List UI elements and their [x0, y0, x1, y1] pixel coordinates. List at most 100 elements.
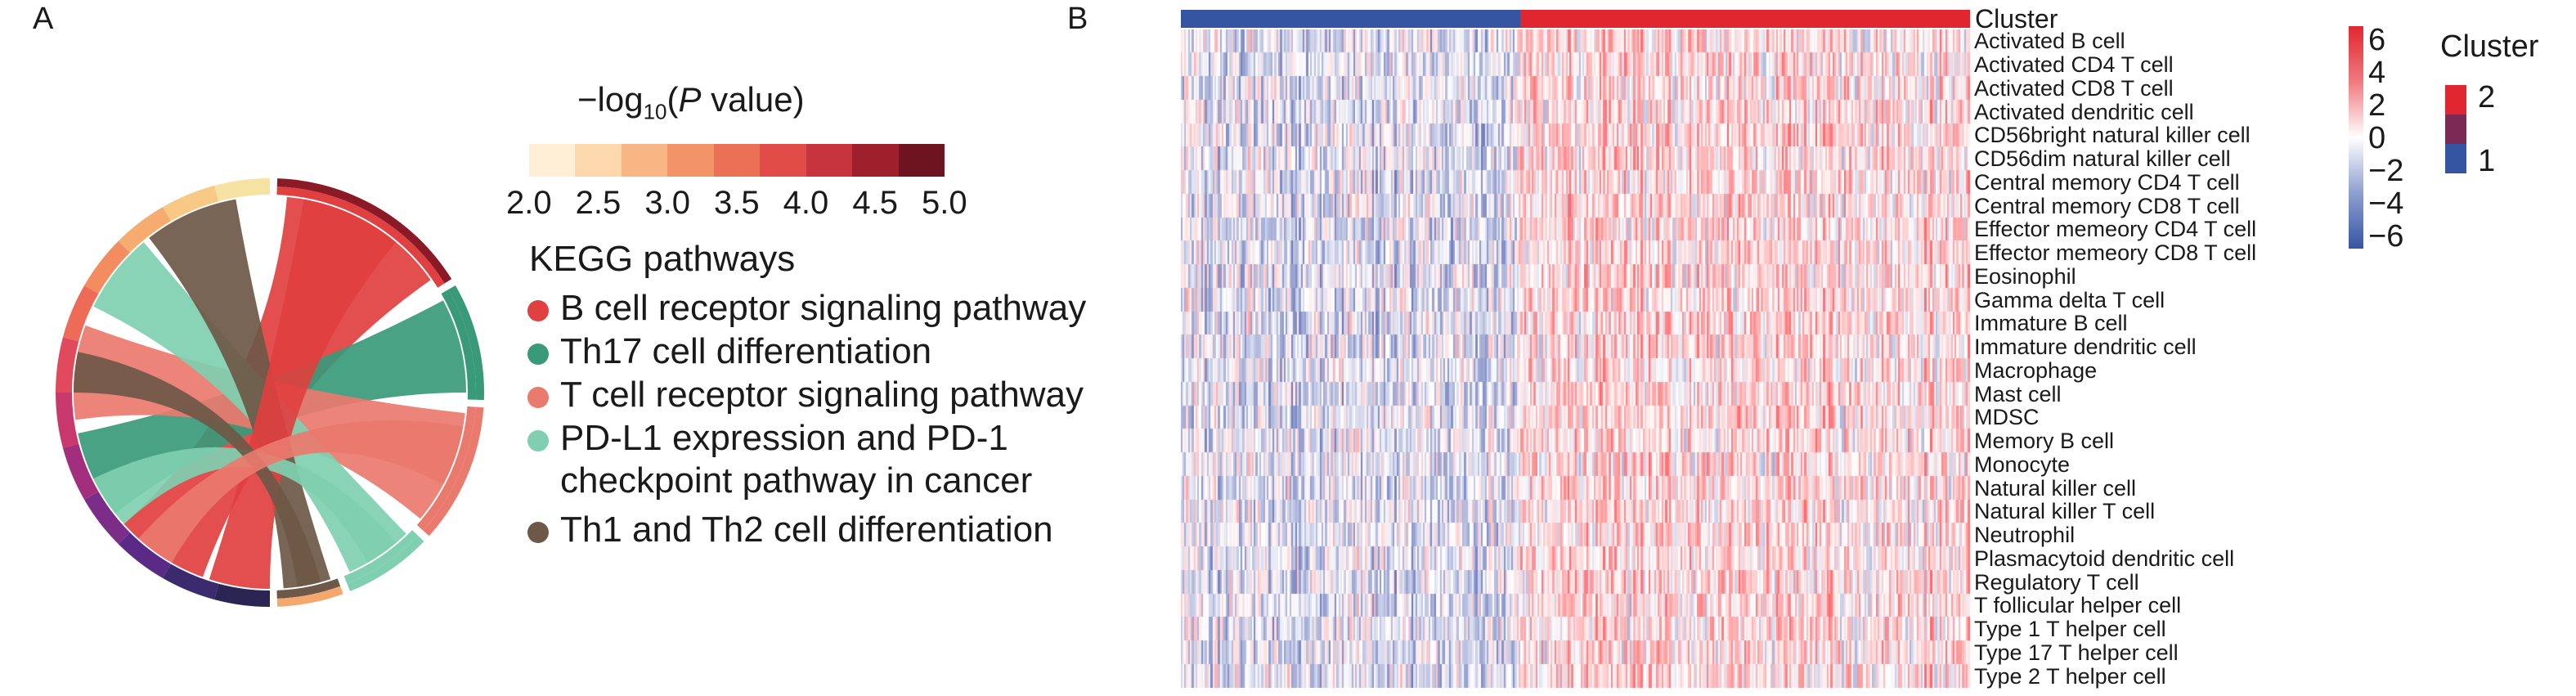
pvalue-tick-label: 3.5: [714, 185, 760, 221]
gene-arc-segment: [163, 185, 219, 222]
heatmap-row-label: Monocyte: [1974, 451, 2071, 477]
legend-dot-icon: [527, 344, 549, 365]
cluster-bar-label: Cluster: [1975, 4, 2058, 34]
pvalue-legend-title: −log10(P value): [577, 80, 805, 124]
scale-tick-label: 0: [2368, 121, 2386, 155]
legend-dot-icon: [527, 387, 549, 408]
cluster-1-segment: [1181, 10, 1520, 28]
heatmap-row-label: CD56bright natural killer cell: [1974, 123, 2251, 148]
chord-ribbon: [74, 352, 321, 587]
legend-dot-icon: [527, 430, 549, 451]
kegg-item-th17: Th17 cell differentiation: [527, 330, 931, 374]
cluster-legend-swatch-mid: [2445, 115, 2466, 144]
pathway-sector: [343, 530, 419, 584]
gene-arc-segment: [118, 532, 171, 578]
heatmap-row-label: MDSC: [1974, 405, 2040, 430]
gene-arc-segment: [62, 443, 99, 500]
panel-a-label: A: [33, 2, 54, 36]
cluster-2-segment: [1519, 10, 1970, 28]
colorbar-segment: [575, 144, 622, 177]
scale-tick-label: 2: [2368, 88, 2386, 123]
pvalue-colorbar-ticks: 2.0 2.5 3.0 3.5 4.0 4.5 5.0: [505, 185, 980, 226]
cluster-legend-title: Cluster: [2440, 29, 2539, 64]
scale-tick-label: 6: [2368, 23, 2386, 57]
colorbar-segment: [898, 144, 945, 177]
legend-dot-icon: [527, 522, 549, 543]
pvalue-tick-label: 4.5: [852, 185, 898, 221]
kegg-item-th1th2: Th1 and Th2 cell differentiation: [527, 508, 1053, 552]
heatmap-row-label: Plasmacytoid dendritic cell: [1974, 546, 2235, 571]
cluster-legend-swatch-1: [2445, 144, 2466, 173]
cluster-annotation-bar: [1181, 10, 1970, 28]
colorbar-segment: [806, 144, 853, 177]
gene-arc-segment: [56, 337, 79, 393]
gene-arc-segment: [214, 178, 270, 202]
heatmap-row-label: Activated CD8 T cell: [1974, 75, 2174, 101]
heatmap-row-label: Effector memeory CD4 T cell: [1974, 217, 2257, 242]
chord-ribbon: [93, 447, 397, 563]
colorbar-segment: [529, 144, 576, 177]
kegg-item-pdl1: PD-L1 expression and PD-1: [527, 416, 1008, 460]
gene-arc-segment: [84, 492, 130, 545]
heatmap-row-label: Central memory CD4 T cell: [1974, 169, 2240, 195]
heatmap-row-label: Activated dendritic cell: [1974, 99, 2194, 124]
pvalue-tick-label: 4.0: [783, 185, 829, 221]
heatmap-color-scale: [2349, 26, 2363, 249]
heatmap: [1181, 29, 1970, 688]
pvalue-colorbar: [529, 144, 945, 177]
heatmap-row-label: Central memory CD8 T cell: [1974, 193, 2240, 218]
heatmap-row-label: Eosinophil: [1974, 263, 2076, 289]
gene-arc-segment: [84, 240, 130, 294]
gene-arc-segment: [163, 564, 219, 600]
pathway-sector-rim: [347, 536, 424, 591]
colorbar-segment: [713, 144, 761, 177]
scale-tick-label: −6: [2368, 219, 2404, 254]
kegg-legend-title: KEGG pathways: [529, 239, 796, 279]
heatmap-row-label: Natural killer cell: [1974, 475, 2137, 501]
heatmap-row-label: CD56dim natural killer cell: [1974, 146, 2231, 172]
cluster-legend-label-1: 1: [2478, 144, 2496, 178]
heatmap-row-label: Natural killer T cell: [1974, 499, 2156, 524]
heatmap-row-label: Gamma delta T cell: [1974, 287, 2165, 312]
colorbar-segment: [621, 144, 668, 177]
kegg-item-bcr: B cell receptor signaling pathway: [527, 286, 1086, 330]
pathway-sector: [416, 406, 476, 531]
heatmap-row-label: Immature B cell: [1974, 311, 2128, 336]
colorbar-segment: [760, 144, 806, 177]
chord-diagram: [56, 178, 484, 607]
heatmap-row-label: Activated CD4 T cell: [1974, 52, 2174, 78]
gene-arc-segment: [214, 583, 270, 607]
heatmap-row-label: Immature dendritic cell: [1974, 335, 2197, 360]
pathway-sector: [276, 578, 341, 599]
pvalue-tick-label: 2.5: [575, 185, 622, 221]
heatmap-row-label: Type 17 T helper cell: [1974, 640, 2179, 665]
scale-tick-label: 4: [2368, 56, 2386, 90]
pathway-sector: [441, 290, 476, 400]
gene-arc-segment: [118, 207, 171, 253]
heatmap-row-label: Type 2 T helper cell: [1974, 663, 2166, 689]
pvalue-tick-label: 3.0: [644, 185, 690, 221]
kegg-item-tcr: T cell receptor signaling pathway: [527, 373, 1084, 417]
heatmap-row-label: Regulatory T cell: [1974, 569, 2139, 595]
pvalue-tick-label: 2.0: [506, 185, 552, 221]
chord-ribbon: [209, 199, 397, 589]
heatmap-row-label: Effector memeory CD8 T cell: [1974, 240, 2257, 266]
kegg-item-pdl1-line2: checkpoint pathway in cancer: [560, 460, 1033, 501]
legend-dot-icon: [527, 300, 549, 321]
gene-arc-segment: [56, 393, 79, 448]
pathway-sector-rim: [276, 586, 343, 607]
heatmap-row-label: Mast cell: [1974, 381, 2062, 406]
scale-tick-label: −4: [2368, 186, 2404, 221]
heatmap-row-label: Neutrophil: [1974, 523, 2076, 548]
cluster-legend-swatch-2: [2445, 85, 2466, 115]
colorbar-segment: [667, 144, 714, 177]
heatmap-row-label: T follicular helper cell: [1974, 593, 2182, 618]
cluster-legend-label-2: 2: [2478, 80, 2496, 115]
chord-ribbon: [149, 199, 331, 589]
pathway-sector-rim: [423, 406, 484, 537]
scale-tick-label: −2: [2368, 154, 2404, 188]
pathway-sector-rim: [448, 285, 484, 401]
heatmap-row-label: Activated B cell: [1974, 29, 2125, 54]
chord-ribbon: [138, 420, 464, 563]
heatmap-row-label: Memory B cell: [1974, 429, 2115, 454]
